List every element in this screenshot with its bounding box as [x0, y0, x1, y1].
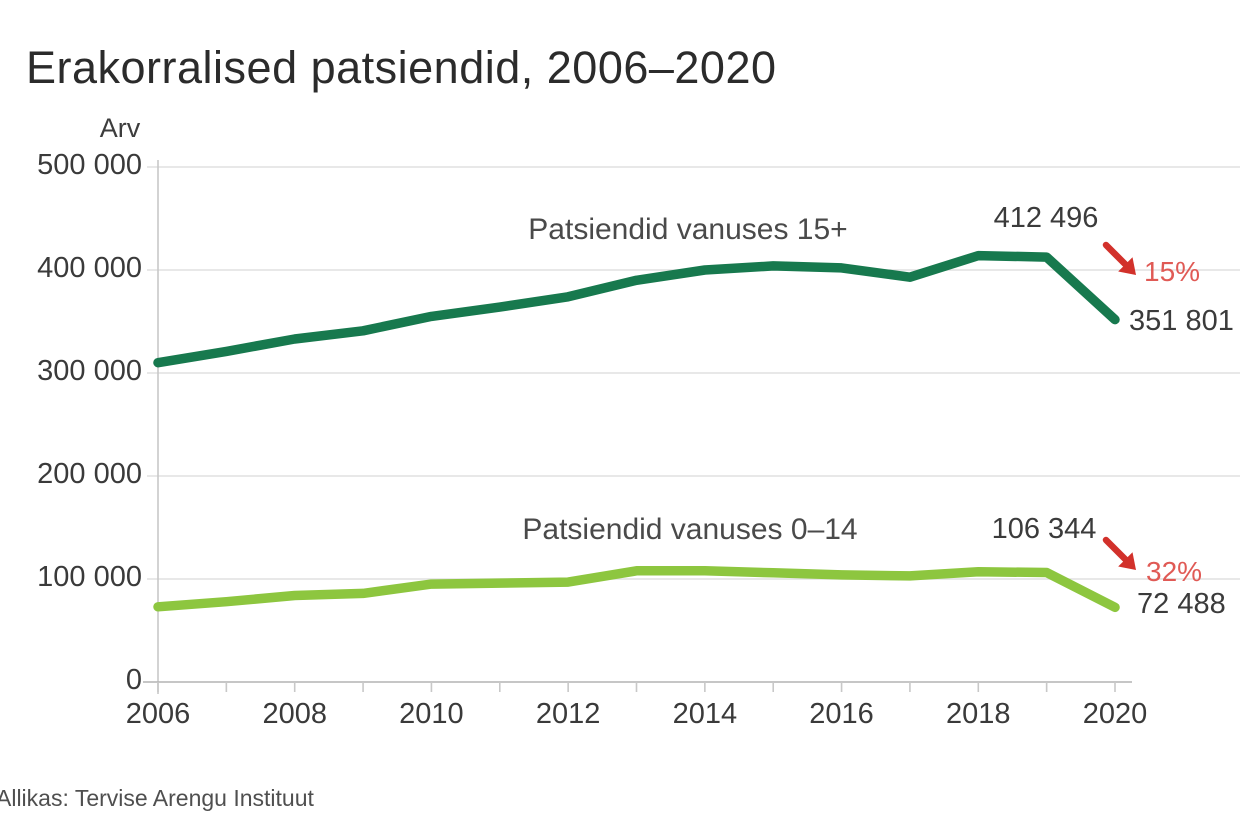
peak-value-15plus: 412 496 — [993, 202, 1099, 234]
decline-arrow-icon — [1102, 536, 1136, 570]
end-value-15plus: 351 801 — [1129, 305, 1234, 337]
series-label-15plus: Patsiendid vanuses 15+ — [528, 213, 848, 246]
x-tick-label: 2012 — [535, 698, 601, 730]
y-tick-label: 200 000 — [37, 458, 142, 490]
peak-value-0-14: 106 344 — [991, 513, 1097, 545]
y-tick-label: 100 000 — [37, 561, 142, 593]
y-tick-label: 300 000 — [37, 355, 142, 387]
decline-percent-0-14: 32% — [1146, 556, 1203, 587]
series-label-0-14: Patsiendid vanuses 0–14 — [522, 513, 858, 546]
y-tick-label: 400 000 — [37, 252, 142, 284]
x-tick-label: 2018 — [946, 698, 1011, 730]
y-tick-label: 0 — [125, 664, 142, 696]
y-tick-label: 500 000 — [37, 149, 142, 181]
x-tick-label: 2016 — [809, 698, 874, 730]
x-tick-label: 2006 — [125, 698, 191, 730]
decline-percent-15plus: 15% — [1144, 256, 1201, 287]
decline-arrow-icon — [1102, 241, 1136, 275]
x-tick-label: 2010 — [399, 698, 464, 730]
x-tick-label: 2014 — [672, 698, 738, 730]
chart-title: Erakorralised patsiendid, 2006–2020 — [26, 42, 777, 93]
end-value-0-14: 72 488 — [1137, 588, 1226, 620]
source-note: Allikas: Tervise Arengu Instituut — [0, 785, 314, 811]
x-tick-label: 2020 — [1082, 698, 1148, 730]
y-axis-title: Arv — [99, 113, 141, 143]
x-tick-label: 2008 — [262, 698, 327, 730]
